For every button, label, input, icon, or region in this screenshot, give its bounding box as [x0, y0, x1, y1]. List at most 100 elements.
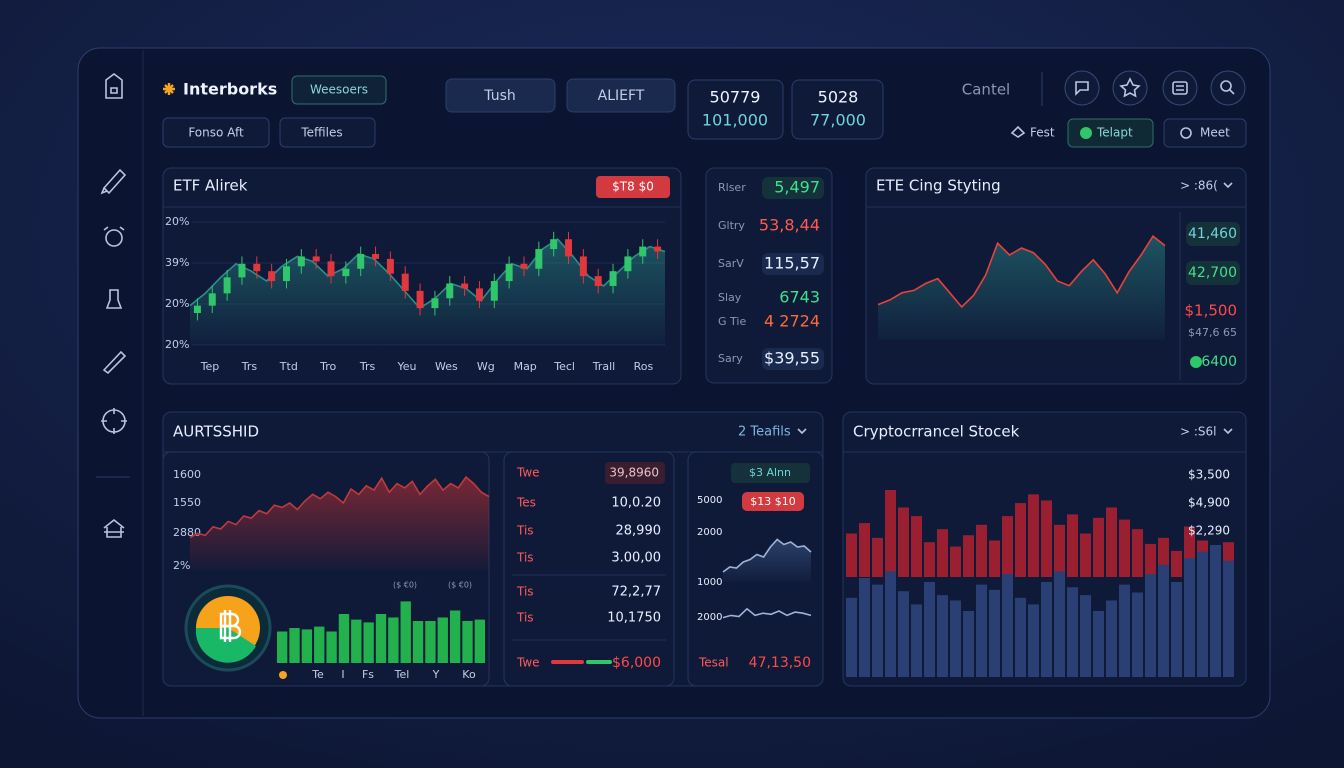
stat-bottom: 101,000: [702, 111, 768, 130]
bar: [1054, 571, 1065, 677]
label: 41,460: [1188, 226, 1237, 242]
bar: [1223, 560, 1234, 677]
value-pill: [605, 462, 665, 484]
label: $3 Alnn: [749, 466, 791, 479]
label: $6,000: [612, 655, 661, 671]
label: 20%: [165, 215, 189, 228]
bar: [412, 621, 424, 663]
bar: [1106, 507, 1117, 577]
action-icon: [1180, 127, 1192, 139]
bar: [351, 619, 362, 663]
label: Tis: [516, 585, 534, 599]
candle-body: [535, 249, 543, 269]
dropdown[interactable]: 2 Teafils: [738, 425, 791, 440]
sidebar-icons[interactable]: [100, 73, 127, 538]
label: 4 2724: [764, 312, 820, 331]
label: 5000: [697, 495, 722, 506]
label: 10,0.20: [611, 496, 661, 511]
header-icons[interactable]: [1064, 70, 1246, 106]
dropdown[interactable]: > :S6l: [1180, 425, 1217, 439]
badge-label: $T8 $0: [612, 180, 654, 194]
chevron: [1223, 182, 1233, 189]
bar: [1158, 537, 1169, 577]
label: ($ €0): [393, 581, 417, 590]
label: Wes: [435, 360, 458, 373]
tag-button[interactable]: [291, 75, 387, 105]
bar: [1145, 574, 1156, 677]
tag-label: Weesoers: [310, 83, 368, 97]
button[interactable]: [445, 78, 556, 113]
bar: [1041, 581, 1052, 677]
action-label: Telapt: [1096, 126, 1133, 140]
bar: [388, 617, 399, 663]
mini-line: [722, 538, 812, 573]
stat-top: 50779: [710, 88, 761, 107]
label: 6743: [779, 288, 820, 307]
label: Trall: [592, 360, 615, 373]
label: $4,900: [1188, 496, 1230, 510]
bar: [1002, 574, 1013, 677]
subpanel: [503, 451, 675, 687]
bar: [898, 591, 909, 677]
bar: [859, 578, 870, 677]
bar: [911, 604, 922, 677]
bar: [338, 614, 350, 663]
candle-body: [386, 258, 394, 274]
label: Sary: [718, 352, 743, 365]
area-line-area: [190, 477, 489, 570]
label: $47,6 65: [1188, 326, 1237, 339]
bar: [976, 524, 987, 577]
label: 10,1750: [607, 611, 661, 626]
label: 42,700: [1188, 265, 1237, 281]
action-icon: [1080, 127, 1092, 139]
filter-label: Fonso Aft: [188, 126, 244, 140]
label: Tecl: [553, 360, 575, 373]
bar: [301, 629, 313, 663]
stat-box: [791, 79, 884, 140]
bar: [1132, 592, 1143, 677]
candle-body: [327, 261, 335, 277]
badge: [731, 463, 810, 483]
bar: [976, 584, 987, 677]
label: $3,500: [1188, 468, 1230, 482]
bar: [963, 611, 974, 677]
bar: [937, 595, 948, 677]
action-button[interactable]: [1163, 118, 1247, 148]
filter-button[interactable]: [279, 117, 376, 148]
badge: [742, 492, 804, 511]
trend-line-area: [878, 236, 1165, 340]
button-label: Tush: [483, 88, 515, 104]
button[interactable]: [566, 78, 676, 113]
candle-body: [505, 263, 513, 282]
cancel[interactable]: Cantel: [962, 81, 1010, 99]
candle-body: [446, 283, 454, 299]
label: Tis: [516, 611, 534, 625]
coin-symbol: [219, 610, 242, 642]
candle-body: [639, 246, 647, 257]
bar: [911, 516, 922, 577]
bar: [1015, 597, 1026, 677]
bar: [885, 490, 896, 577]
label: 39,8960: [609, 466, 659, 480]
bar: [898, 507, 909, 577]
bar: [846, 533, 857, 577]
label: Gltry: [718, 219, 745, 232]
bar: [1028, 604, 1039, 677]
label: 2000: [697, 527, 722, 538]
panel-title: ETF Alirek: [173, 177, 248, 195]
legend-dot: [279, 671, 287, 679]
label: Te: [311, 668, 324, 681]
candle-body: [431, 298, 439, 309]
action-button[interactable]: [1067, 118, 1154, 148]
bar: [885, 571, 896, 677]
bar: [1184, 526, 1195, 577]
candle-body: [654, 246, 662, 252]
bar: [289, 628, 300, 663]
dropdown[interactable]: > :86(: [1180, 179, 1218, 193]
filter-button[interactable]: [162, 117, 270, 148]
value-pill: [762, 253, 824, 275]
bar: [462, 621, 473, 663]
bar: [859, 523, 870, 577]
bar: [1041, 500, 1052, 577]
